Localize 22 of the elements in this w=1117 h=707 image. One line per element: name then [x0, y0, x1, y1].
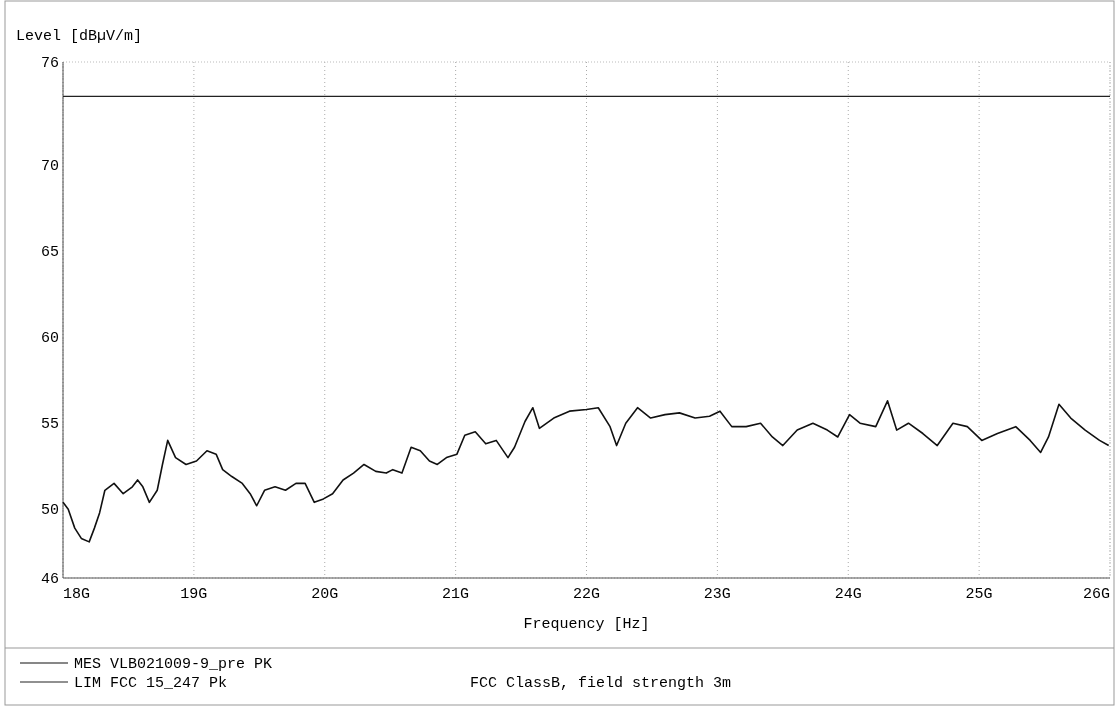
x-tick-label: 21G — [442, 586, 470, 603]
legend-label: LIM FCC 15_247 Pk — [74, 675, 228, 692]
x-tick-label: 22G — [572, 586, 601, 603]
legend-label: MES VLB021009-9_pre PK — [74, 656, 273, 673]
x-tick-label: 26G — [1082, 586, 1110, 603]
y-tick-label: 76 — [40, 55, 59, 73]
y-tick-label: 65 — [40, 244, 59, 262]
x-tick-label: 24G — [834, 586, 862, 603]
y-axis-title: Level [dBµV/m] — [16, 28, 143, 45]
line-series — [62, 400, 1110, 543]
x-tick-label: 18G — [63, 586, 91, 603]
text: FCC ClassB, field strength 3m — [470, 675, 732, 692]
x-tick-label: 19G — [180, 586, 208, 603]
x-tick-label: 23G — [703, 586, 731, 603]
y-tick-label: 50 — [40, 502, 59, 520]
y-tick-label: 70 — [40, 158, 59, 176]
x-axis-title: Frequency [Hz] — [523, 616, 650, 633]
y-tick-label: 55 — [40, 416, 59, 434]
y-tick-label: 46 — [40, 571, 59, 589]
y-tick-label: 60 — [40, 330, 59, 348]
x-tick-label: 20G — [311, 586, 339, 603]
x-tick-label: 25G — [965, 586, 993, 603]
